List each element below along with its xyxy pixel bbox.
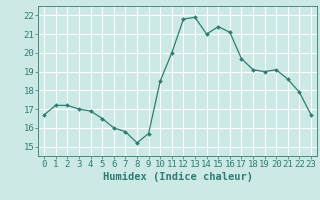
- X-axis label: Humidex (Indice chaleur): Humidex (Indice chaleur): [103, 172, 252, 182]
